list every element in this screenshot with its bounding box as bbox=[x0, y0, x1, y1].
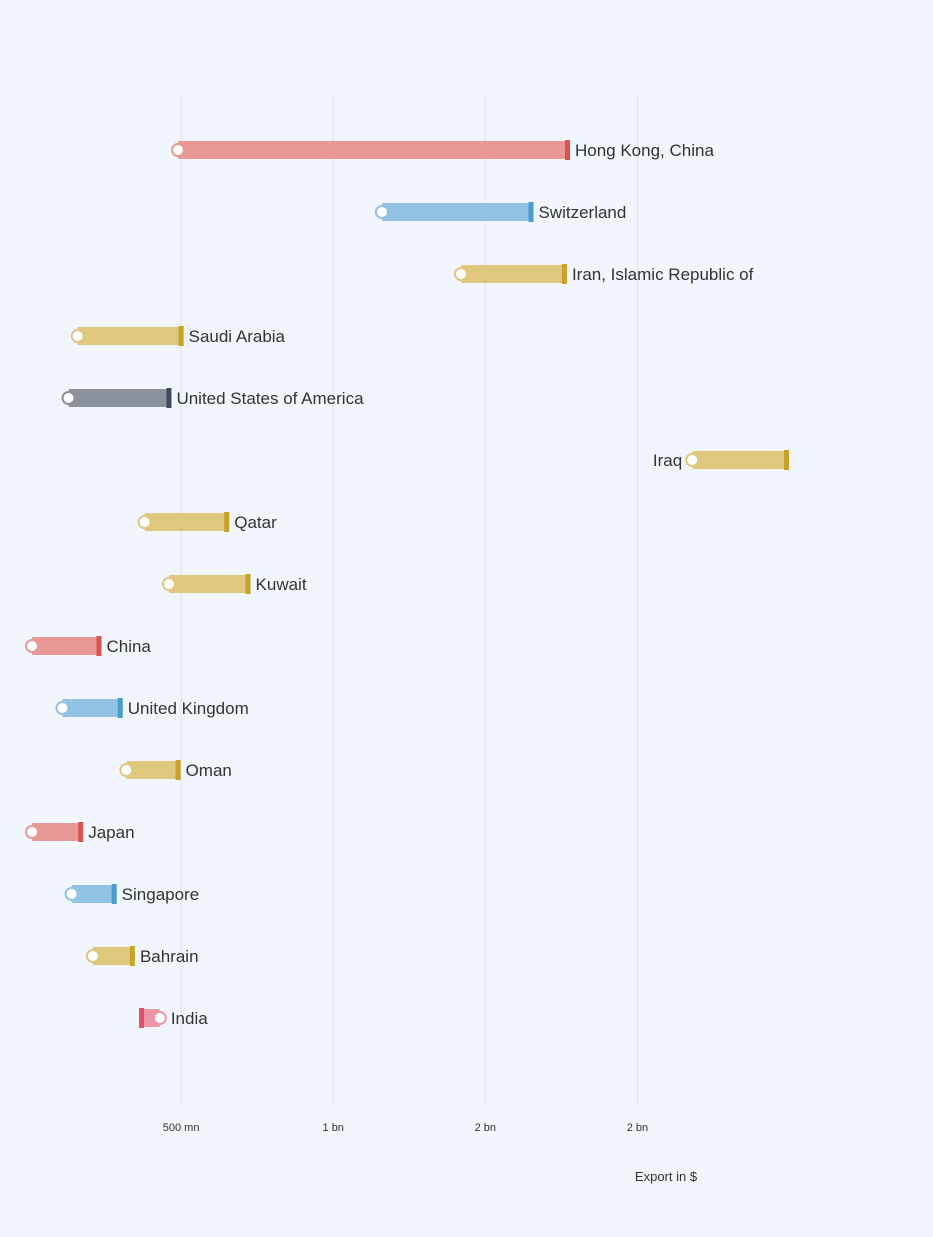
country-label: Switzerland bbox=[538, 203, 626, 222]
end-value-marker bbox=[96, 636, 102, 656]
end-value-marker bbox=[117, 698, 123, 718]
start-value-marker bbox=[161, 577, 176, 591]
x-axis-title: Export in $ bbox=[635, 1169, 698, 1184]
start-value-marker bbox=[25, 639, 40, 653]
start-value-marker bbox=[70, 329, 85, 343]
end-value-marker bbox=[78, 822, 84, 842]
end-value-marker bbox=[245, 574, 251, 594]
end-value-marker bbox=[139, 1008, 145, 1028]
country-label: Iran, Islamic Republic of bbox=[572, 265, 754, 284]
end-value-marker bbox=[178, 326, 184, 346]
dumbbell-row: Japan bbox=[25, 822, 135, 842]
dumbbell-row: China bbox=[25, 636, 151, 656]
dumbbell-row: Oman bbox=[119, 760, 232, 780]
country-label: Iraq bbox=[653, 451, 682, 470]
start-value-marker bbox=[152, 1011, 167, 1025]
end-value-marker bbox=[111, 884, 117, 904]
start-value-marker bbox=[61, 391, 76, 405]
dumbbell-row: Kuwait bbox=[161, 574, 307, 594]
range-bar bbox=[92, 947, 133, 965]
end-value-marker bbox=[564, 140, 570, 160]
dumbbell-row: Bahrain bbox=[85, 946, 199, 966]
end-value-marker bbox=[175, 760, 181, 780]
country-label: Singapore bbox=[122, 885, 200, 904]
dumbbell-row: Iran, Islamic Republic of bbox=[454, 264, 754, 284]
x-tick-label: 2 bn bbox=[627, 1122, 648, 1134]
x-tick-label: 1 bn bbox=[323, 1122, 344, 1134]
range-bar bbox=[461, 265, 565, 283]
start-value-marker bbox=[119, 763, 134, 777]
x-axis-ticks: 500 mn 1 bn 2 bn 2 bn bbox=[163, 1122, 648, 1134]
range-bar bbox=[168, 575, 249, 593]
dumbbell-row: Iraq bbox=[653, 450, 790, 470]
end-value-marker bbox=[166, 388, 172, 408]
dumbbell-row: Singapore bbox=[64, 884, 200, 904]
country-label: Hong Kong, China bbox=[575, 141, 714, 160]
country-label: Kuwait bbox=[256, 575, 307, 594]
start-value-marker bbox=[55, 701, 70, 715]
country-label: United Kingdom bbox=[128, 699, 249, 718]
dumbbell-row: Saudi Arabia bbox=[70, 326, 286, 346]
range-bar bbox=[126, 761, 179, 779]
end-value-marker bbox=[224, 512, 230, 532]
end-value-marker bbox=[528, 202, 534, 222]
start-value-marker bbox=[171, 143, 186, 157]
range-bar bbox=[144, 513, 227, 531]
x-tick-label: 500 mn bbox=[163, 1122, 200, 1134]
range-bar bbox=[178, 141, 568, 159]
start-value-marker bbox=[85, 949, 100, 963]
range-bar bbox=[692, 451, 787, 469]
range-bar bbox=[71, 885, 115, 903]
dumbbell-row: United Kingdom bbox=[55, 698, 249, 718]
country-label: Saudi Arabia bbox=[189, 327, 286, 346]
dumbbell-row: Switzerland bbox=[374, 202, 626, 222]
range-bar bbox=[381, 203, 531, 221]
range-bar bbox=[32, 637, 99, 655]
gridlines bbox=[180, 95, 638, 1105]
country-label: United States of America bbox=[176, 389, 364, 408]
end-value-marker bbox=[129, 946, 135, 966]
start-value-marker bbox=[64, 887, 79, 901]
range-bar bbox=[77, 327, 182, 345]
country-label: Japan bbox=[88, 823, 134, 842]
x-tick-label: 2 bn bbox=[475, 1122, 496, 1134]
country-label: India bbox=[171, 1009, 208, 1028]
range-bar bbox=[68, 389, 169, 407]
dumbbell-row: Hong Kong, China bbox=[171, 140, 714, 160]
country-label: China bbox=[106, 637, 151, 656]
country-label: Qatar bbox=[234, 513, 277, 532]
start-value-marker bbox=[685, 453, 700, 467]
start-value-marker bbox=[454, 267, 469, 281]
country-label: Bahrain bbox=[140, 947, 199, 966]
range-bar bbox=[62, 699, 121, 717]
end-value-marker bbox=[561, 264, 567, 284]
dumbbell-row: India bbox=[139, 1008, 208, 1028]
start-value-marker bbox=[374, 205, 389, 219]
country-label: Oman bbox=[186, 761, 232, 780]
dumbbell-row: United States of America bbox=[61, 388, 364, 408]
start-value-marker bbox=[25, 825, 40, 839]
range-bar bbox=[32, 823, 81, 841]
end-value-marker bbox=[784, 450, 790, 470]
dumbbell-rows: Hong Kong, China Switzerland Iran, Islamic… bbox=[25, 140, 790, 1028]
start-value-marker bbox=[137, 515, 152, 529]
dumbbell-row: Qatar bbox=[137, 512, 277, 532]
